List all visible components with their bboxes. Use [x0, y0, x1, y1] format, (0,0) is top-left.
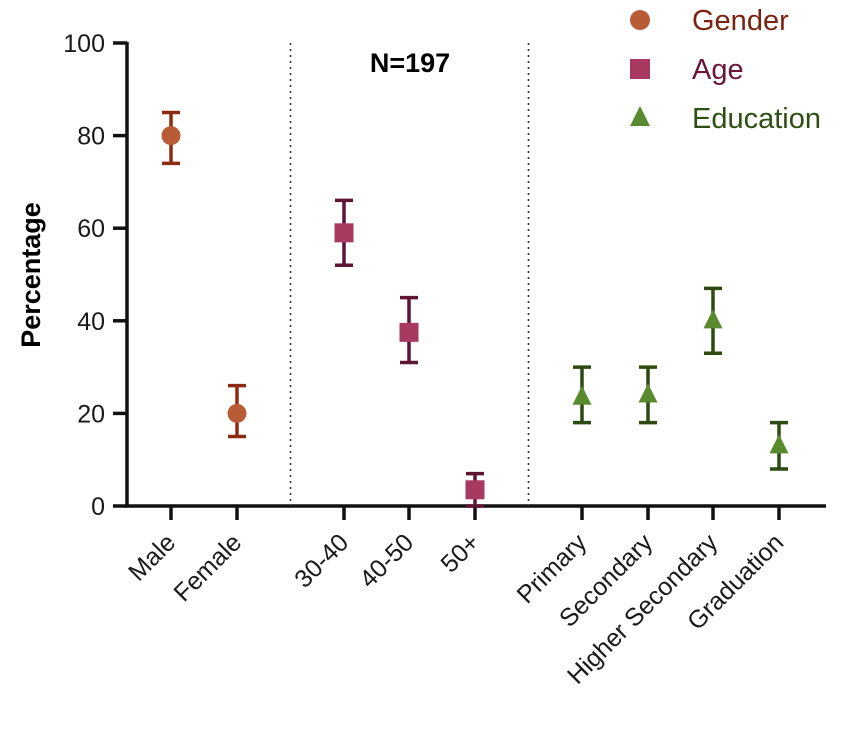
legend-marker-square — [630, 59, 650, 79]
data-point-gender — [161, 110, 181, 166]
legend-marker-triangle — [630, 106, 650, 126]
sample-size-annotation: N=197 — [370, 48, 450, 78]
data-marks — [161, 110, 789, 508]
marker-triangle — [638, 383, 658, 403]
y-tick-label: 40 — [77, 308, 105, 336]
data-point-gender — [227, 383, 247, 439]
x-category-label: 50+ — [435, 528, 485, 578]
legend-item-age: Age — [630, 54, 744, 86]
legend-item-education: Education — [630, 103, 821, 135]
marker-triangle — [572, 385, 592, 405]
x-category-label: 30-40 — [289, 528, 354, 593]
marker-square — [334, 223, 354, 243]
data-point-age — [334, 198, 354, 267]
data-point-education — [638, 365, 658, 425]
marker-square — [399, 322, 419, 342]
x-category-label: Male — [123, 528, 181, 586]
y-tick-label: 20 — [77, 400, 105, 428]
marker-triangle — [769, 434, 789, 454]
y-tick-label: 60 — [77, 215, 105, 243]
marker-square — [465, 480, 485, 500]
y-tick-label: 100 — [63, 30, 105, 58]
y-tick-label: 0 — [91, 493, 105, 521]
marker-circle — [161, 126, 181, 146]
legend-item-gender: Gender — [630, 5, 789, 37]
x-category-label: Female — [168, 528, 247, 607]
marker-triangle — [703, 309, 723, 329]
legend-marker-circle — [630, 10, 650, 30]
group-separators — [289, 43, 530, 506]
legend-label: Education — [692, 103, 821, 135]
legend-label: Gender — [692, 5, 789, 37]
legend: Gender Age Education — [630, 5, 821, 135]
y-axis-title: Percentage — [16, 202, 46, 348]
data-point-education — [769, 420, 789, 471]
data-point-age — [465, 471, 485, 508]
marker-circle — [227, 403, 247, 423]
legend-label: Age — [692, 54, 744, 86]
data-point-age — [399, 295, 419, 365]
x-category-label: 40-50 — [354, 528, 419, 593]
data-point-education — [703, 286, 723, 355]
y-tick-label: 80 — [77, 123, 105, 151]
data-point-education — [572, 365, 592, 425]
axes: 0 20 40 60 80 100 — [63, 30, 826, 521]
